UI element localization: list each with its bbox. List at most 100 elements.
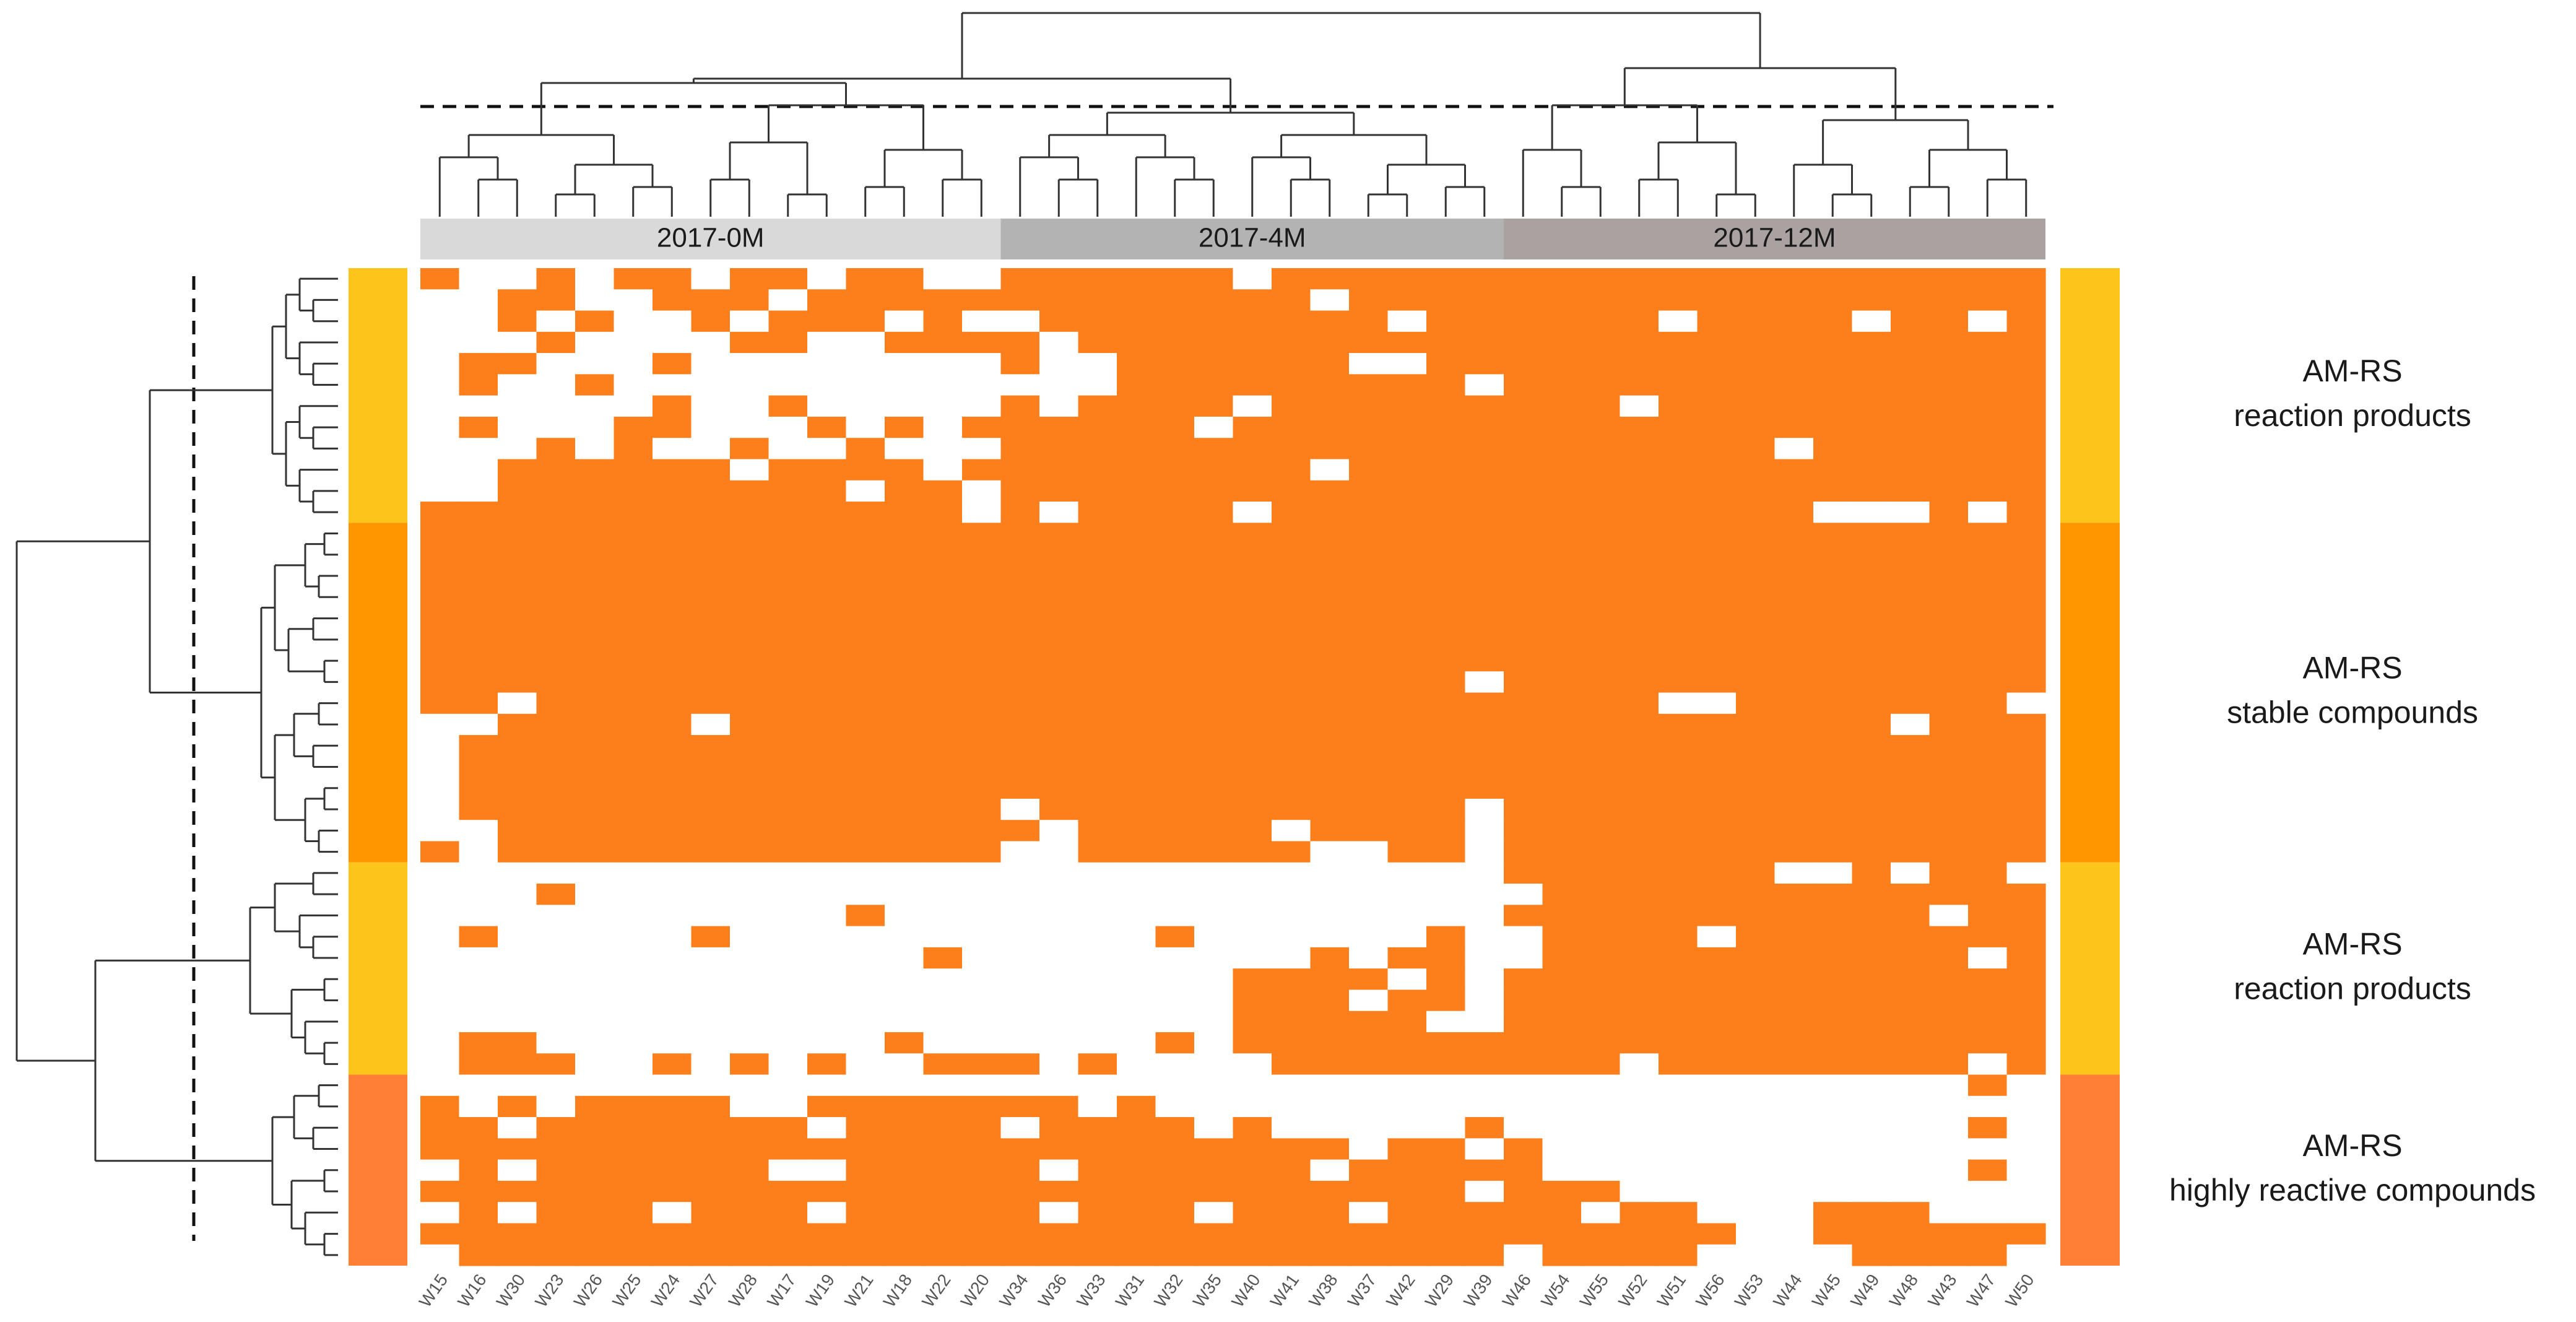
heatmap-cell: [1194, 905, 1234, 927]
heatmap-cell: [1465, 523, 1504, 545]
heatmap-cell: [1039, 884, 1079, 905]
heatmap-cell: [1078, 1244, 1117, 1266]
heatmap-cell: [730, 1159, 770, 1181]
heatmap-cell: [1000, 1159, 1040, 1181]
heatmap-cell: [1117, 438, 1156, 460]
heatmap-cell: [420, 628, 460, 651]
heatmap-cell: [1659, 1138, 1698, 1160]
heatmap-cell: [962, 1180, 1002, 1202]
heatmap-cell: [1620, 416, 1659, 438]
heatmap-cell: [1504, 820, 1543, 842]
heatmap-cell: [536, 905, 576, 927]
heatmap-cell: [1465, 374, 1504, 396]
heatmap-cell: [575, 1011, 615, 1033]
heatmap-cell: [575, 1244, 615, 1266]
heatmap-cell: [1774, 353, 1814, 375]
heatmap-cell: [923, 841, 963, 863]
heatmap-cell: [653, 735, 692, 757]
heatmap-cell: [653, 502, 692, 523]
heatmap-cell: [2006, 777, 2046, 799]
heatmap-cell: [1000, 395, 1040, 417]
heatmap-cell: [691, 777, 731, 799]
heatmap-cell: [1426, 1159, 1466, 1181]
heatmap-cell: [1155, 1011, 1195, 1033]
heatmap-cell: [653, 671, 692, 694]
heatmap-cell: [846, 862, 885, 884]
heatmap-cell: [1155, 502, 1195, 523]
heatmap-cell: [1813, 565, 1853, 587]
heatmap-cell: [1155, 331, 1195, 354]
heatmap-cell: [1659, 268, 1698, 290]
heatmap-cell: [1929, 438, 1969, 460]
heatmap-cell: [1078, 735, 1117, 757]
heatmap-cell: [730, 968, 770, 991]
heatmap-cell: [1813, 268, 1853, 290]
heatmap-cell: [1310, 798, 1350, 820]
heatmap-cell: [2006, 416, 2046, 438]
heatmap-cell: [1852, 1095, 1891, 1118]
column-group-bar: [1000, 219, 1504, 259]
heatmap-cell: [1891, 820, 1930, 842]
heatmap-cell: [1310, 777, 1350, 799]
heatmap-cell: [1387, 502, 1427, 523]
heatmap-cell: [1078, 395, 1117, 417]
sample-label: W52: [1615, 1271, 1650, 1311]
heatmap-cell: [962, 905, 1002, 927]
heatmap-cell: [1968, 289, 2008, 311]
heatmap-cell: [536, 841, 576, 863]
heatmap-cell: [768, 1138, 808, 1160]
heatmap-cell: [1078, 841, 1117, 863]
heatmap-cell: [1659, 1117, 1698, 1139]
heatmap-cell: [1194, 586, 1234, 609]
heatmap-cell: [575, 395, 615, 417]
heatmap-cell: [923, 1138, 963, 1160]
heatmap-cell: [1891, 650, 1930, 672]
heatmap-cell: [1774, 628, 1814, 651]
heatmap-cell: [498, 331, 537, 354]
heatmap-cell: [1504, 1032, 1543, 1054]
heatmap-cell: [1078, 692, 1117, 715]
heatmap-cell: [653, 1032, 692, 1054]
heatmap-cell: [459, 820, 498, 842]
heatmap-cell: [1620, 1138, 1659, 1160]
heatmap-cell: [1155, 1223, 1195, 1245]
heatmap-cell: [1620, 607, 1659, 630]
heatmap-cell: [614, 841, 653, 863]
heatmap-cell: [1155, 650, 1195, 672]
heatmap-cell: [420, 947, 460, 969]
heatmap-cell: [2006, 438, 2046, 460]
heatmap-cell: [1581, 947, 1621, 969]
heatmap-cell: [2006, 1032, 2046, 1054]
heatmap-cell: [1813, 1074, 1853, 1097]
heatmap-cell: [768, 905, 808, 927]
heatmap-cell: [1349, 586, 1389, 609]
heatmap-cell: [962, 671, 1002, 694]
heatmap-cell: [536, 628, 576, 651]
heatmap-cell: [846, 735, 885, 757]
heatmap-cell: [1659, 756, 1698, 778]
heatmap-cell: [498, 989, 537, 1012]
heatmap-cell: [1233, 268, 1272, 290]
heatmap-cell: [575, 523, 615, 545]
heatmap-cell: [1078, 1074, 1117, 1097]
heatmap-cell: [1465, 947, 1504, 969]
heatmap-cell: [459, 416, 498, 438]
heatmap-cell: [614, 756, 653, 778]
heatmap-cell: [691, 841, 731, 863]
heatmap-cell: [1891, 1032, 1930, 1054]
heatmap-cell: [459, 756, 498, 778]
heatmap-cell: [1310, 565, 1350, 587]
heatmap-cell: [1039, 480, 1079, 502]
heatmap-cell: [1465, 353, 1504, 375]
heatmap-cell: [1078, 1032, 1117, 1054]
heatmap-cell: [1310, 947, 1350, 969]
heatmap-cell: [1387, 289, 1427, 311]
heatmap-cell: [1194, 798, 1234, 820]
heatmap-cell: [1968, 1180, 2008, 1202]
heatmap-cell: [653, 438, 692, 460]
heatmap-cell: [459, 1011, 498, 1033]
heatmap-cell: [1968, 1095, 2008, 1118]
heatmap-cell: [768, 1202, 808, 1224]
heatmap-cell: [1387, 1032, 1427, 1054]
heatmap-cell: [691, 798, 731, 820]
